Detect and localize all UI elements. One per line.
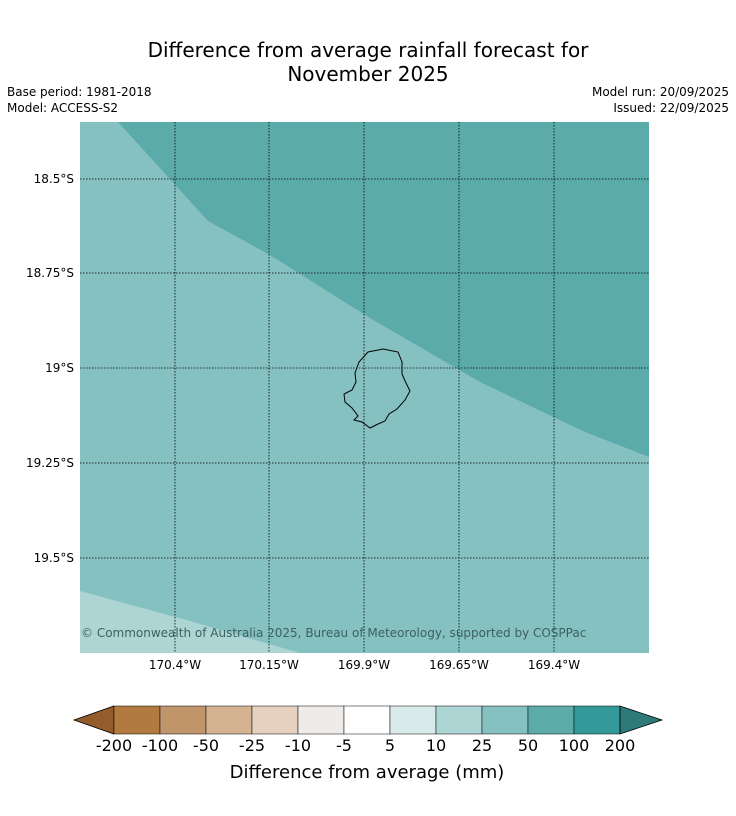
colorbar-bin	[113, 705, 161, 735]
colorbar-bin	[481, 705, 529, 735]
colorbar-tick-label: 50	[518, 736, 538, 755]
colorbar-tick-label: 100	[559, 736, 590, 755]
colorbar-tick-label: -100	[142, 736, 178, 755]
colorbar-tick-label: -10	[285, 736, 311, 755]
model-name: Model: ACCESS-S2	[7, 101, 119, 115]
lon-label: 169.9°W	[338, 658, 390, 672]
lat-label: 19.5°S	[34, 551, 74, 565]
colorbar-title: Difference from average (mm)	[230, 762, 505, 783]
lat-label: 18.5°S	[34, 172, 74, 186]
issued-date: Issued: 22/09/2025	[613, 101, 729, 115]
page-title: Difference from average rainfall forecas…	[0, 38, 736, 86]
zone-wetter-10-25mm	[80, 591, 300, 653]
base-period: Base period: 1981-2018	[7, 85, 152, 99]
colorbar-tick-label: 5	[385, 736, 395, 755]
colorbar-tick-label: -25	[239, 736, 265, 755]
colorbar-bin	[251, 705, 299, 735]
colorbar-extend-low	[72, 705, 115, 735]
colorbar-bin	[389, 705, 437, 735]
copyright-notice: © Commonwealth of Australia 2025, Bureau…	[81, 626, 586, 640]
colorbar-bin	[297, 705, 345, 735]
colorbar-bin	[527, 705, 575, 735]
lat-label: 19°S	[45, 361, 74, 375]
zone-wetter-50-100mm	[118, 122, 649, 457]
latitude-labels: 18.5°S 18.75°S 19°S 19.25°S 19.5°S	[26, 172, 74, 565]
meta-left: Base period: 1981-2018 Model: ACCESS-S2	[7, 84, 152, 116]
colorbar-bin	[159, 705, 207, 735]
title-line-1: Difference from average rainfall forecas…	[147, 38, 589, 62]
colorbar-tick-label: 10	[426, 736, 446, 755]
graticule	[80, 122, 649, 653]
island-coastline	[343, 348, 411, 429]
colorbar-tick-label: 200	[605, 736, 636, 755]
lat-label: 19.25°S	[26, 456, 74, 470]
lon-label: 169.4°W	[528, 658, 580, 672]
title-line-2: November 2025	[287, 62, 449, 86]
colorbar-tick-label: 25	[472, 736, 492, 755]
map-panel: © Commonwealth of Australia 2025, Bureau…	[80, 122, 649, 653]
colorbar-tick-label: -5	[336, 736, 352, 755]
lon-label: 169.65°W	[429, 658, 489, 672]
colorbar-tick-label: -200	[96, 736, 132, 755]
lon-label: 170.15°W	[239, 658, 299, 672]
colorbar-bin	[573, 705, 621, 735]
model-run: Model run: 20/09/2025	[591, 85, 729, 99]
colorbar-bin	[205, 705, 253, 735]
colorbar-extend-high	[619, 705, 664, 735]
colorbar-bin	[343, 705, 391, 735]
lon-label: 170.4°W	[149, 658, 201, 672]
colorbar-bin	[435, 705, 483, 735]
lat-label: 18.75°S	[26, 266, 74, 280]
colorbar-tick-label: -50	[193, 736, 219, 755]
colorbar: -200 -100 -50 -25 -10 -5 5 10 25 50 100 200	[72, 705, 664, 755]
meta-right: Model run: 20/09/2025 Issued: 22/09/2025	[592, 84, 729, 116]
longitude-labels: 170.4°W 170.15°W 169.9°W 169.65°W 169.4°W	[149, 658, 580, 672]
